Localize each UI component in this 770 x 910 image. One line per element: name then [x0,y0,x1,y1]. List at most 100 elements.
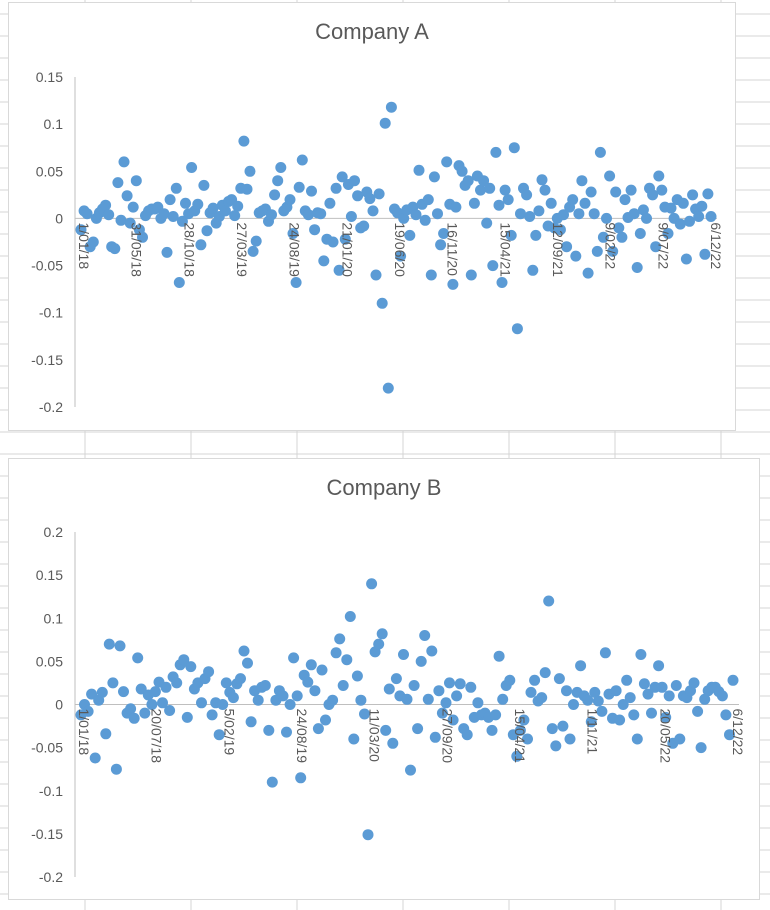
data-point [387,737,399,749]
data-point [380,724,392,736]
data-point [412,723,424,735]
data-point [124,217,136,229]
data-point [339,233,351,245]
data-point [524,211,536,222]
data-point [281,726,292,738]
data-point [238,135,250,147]
data-point [487,260,499,272]
data-point [567,194,579,206]
data-point [398,212,410,224]
data-point [130,175,142,187]
data-point [287,228,299,239]
data-point [613,222,625,234]
data-point [536,692,548,704]
data-point [596,705,608,717]
data-point [351,670,363,682]
data-point [451,690,463,702]
data-point [478,175,490,187]
data-point [115,214,127,226]
data-point [114,640,126,652]
data-point [616,231,628,243]
data-point [349,175,360,187]
data-point [570,250,582,262]
data-point [656,681,668,693]
y-tick-label: 0.1 [44,116,64,132]
data-point [259,680,271,691]
data-point [302,209,314,221]
data-point [724,729,735,741]
data-point [344,611,356,622]
data-point [324,197,336,209]
data-point [245,716,257,728]
data-point [677,197,689,209]
data-point [539,184,551,196]
data-point [674,733,686,745]
data-point [164,705,176,716]
data-point [408,680,420,691]
data-point [164,194,176,206]
x-tick-label: 31/05/18 [129,222,145,277]
chart-company-a[interactable]: Company A 0.15 0.1 0.05 0 -0.05 -0.1 -0.15 -0.2… [8,2,736,431]
data-point [242,657,253,669]
data-point [624,692,636,704]
data-point [247,245,259,257]
data-point [508,142,520,154]
data-point [554,224,566,236]
data-point [525,686,537,698]
data-point [293,181,305,193]
data-point [118,156,130,168]
chart-company-b[interactable]: Company B 0.2 0.15 0.1 0.05 0 -0.05 -0.1 -0.15 -… [8,458,760,900]
y-tick-label: -0.2 [39,869,63,885]
x-tick-label: 20/05/22 [657,709,673,764]
data-point [553,673,565,685]
y-tick-label: 0.2 [44,524,64,540]
data-point [545,197,557,209]
data-point [96,686,108,698]
data-point [395,250,407,262]
data-point [486,724,498,736]
scatter-plot-area: 0.15 0.1 0.05 0 -0.05 -0.1 -0.15 -0.2 1/01/18 31/… [31,69,724,415]
x-tick-label: 27/09/20 [439,709,455,764]
data-point [610,186,622,198]
data-point [330,647,342,659]
data-point [546,723,558,735]
x-tick-label: 28/10/18 [181,222,197,277]
y-tick-label: -0.15 [31,352,63,368]
data-point [382,382,394,394]
y-tick-label: 0.15 [36,69,63,85]
data-point [425,269,437,281]
data-point [146,699,158,710]
data-point [663,690,675,702]
data-point [213,729,225,741]
data-point [398,649,409,660]
data-point [702,188,714,200]
data-point [499,184,511,196]
scatter-plot-area: 0.2 0.15 0.1 0.05 0 -0.05 -0.1 -0.15 -0.2 1/01/18… [31,524,746,885]
data-point [662,228,674,239]
data-point [376,628,388,640]
data-point [576,175,588,187]
x-tick-label: 9/07/22 [655,222,671,269]
data-point [432,208,443,220]
data-point [447,714,459,726]
data-point [158,208,170,220]
data-point [561,685,572,697]
x-tick-label: 24/08/19 [287,222,303,277]
data-point [315,208,327,220]
data-point [171,677,183,689]
data-point [575,660,587,672]
x-tick-label: 24/08/19 [294,709,310,764]
data-point [272,175,284,187]
data-point [502,194,514,206]
data-point [410,209,422,221]
y-tick-label: -0.15 [31,826,63,842]
data-point [103,209,115,221]
data-point [450,201,462,213]
x-tick-label: 15/04/21 [512,709,528,764]
data-point [75,224,87,236]
data-point [490,146,502,158]
data-point [333,264,345,276]
data-point [599,647,611,659]
x-tick-label: 1/01/18 [76,222,92,269]
data-point [514,724,526,736]
